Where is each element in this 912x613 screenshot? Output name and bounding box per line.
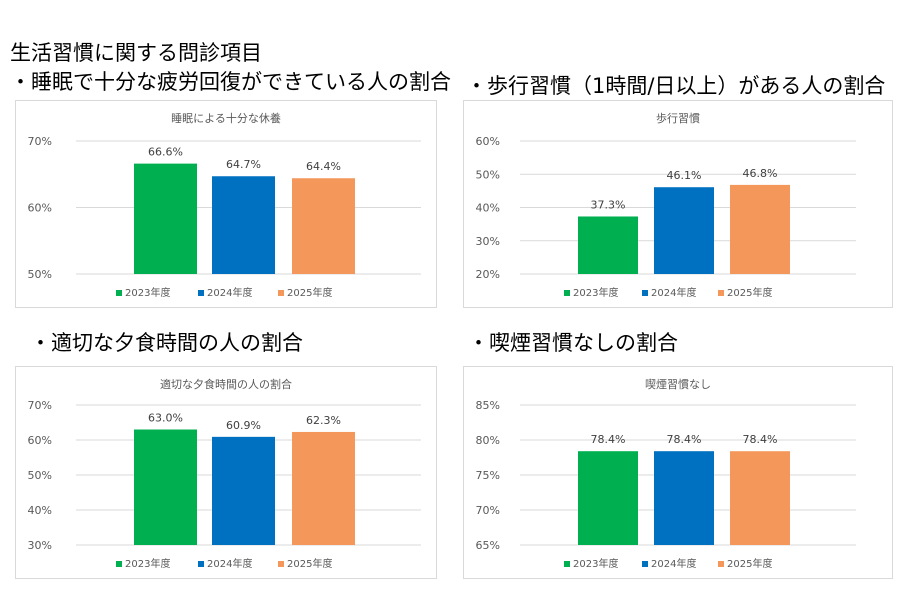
y-tick-label: 50% (28, 469, 52, 482)
bar-2025 (292, 178, 355, 274)
y-tick-label: 50% (476, 168, 500, 181)
chart-sleep: 睡眠による十分な休養 50% 60% 70% 66.6% 64.7% 64.4% 2023年度… (15, 100, 437, 308)
bar-2023 (134, 429, 197, 545)
bar-2023 (578, 216, 638, 274)
bar-2024 (212, 176, 275, 274)
legend-swatch (278, 561, 284, 567)
chart-svg: 喫煙習慣なし 65% 70% 75% 80% 85% 78.4% 78.4% 78.4% 2023… (476, 377, 856, 570)
data-label: 46.1% (667, 169, 702, 182)
data-label: 60.9% (226, 419, 261, 432)
y-tick-label: 60% (476, 135, 500, 148)
y-tick-label: 65% (476, 539, 500, 552)
legend-label: 2023年度 (573, 557, 618, 570)
legend-swatch (564, 561, 570, 567)
y-tick-label: 60% (28, 434, 52, 447)
y-tick-label: 70% (476, 504, 500, 517)
y-tick-label: 80% (476, 434, 500, 447)
data-label: 37.3% (591, 198, 626, 211)
legend-swatch (718, 561, 724, 567)
data-label: 66.6% (148, 146, 183, 159)
chart-svg: 歩行習慣 20% 30% 40% 50% 60% 37.3% 46.1% 46.8% 2023年度… (476, 111, 856, 299)
bar-2025 (292, 431, 355, 545)
legend-label: 2025年度 (727, 286, 772, 299)
chart-title: 歩行習慣 (656, 111, 700, 125)
y-tick-label: 85% (476, 399, 500, 412)
y-tick-label: 30% (28, 539, 52, 552)
data-label: 78.4% (667, 433, 702, 446)
legend-swatch (718, 290, 724, 296)
y-tick-label: 75% (476, 469, 500, 482)
legend-swatch (642, 561, 648, 567)
legend-label: 2024年度 (207, 557, 252, 570)
chart-svg: 睡眠による十分な休養 50% 60% 70% 66.6% 64.7% 64.4% 2023年度… (28, 111, 421, 299)
section-heading-smoke: ・喫煙習慣なしの割合 (468, 331, 678, 355)
data-label: 64.7% (226, 158, 261, 171)
y-tick-label: 40% (476, 202, 500, 215)
chart-svg: 適切な夕食時間の人の割合 30% 40% 50% 60% 70% 63.0% 60.9% 62.… (28, 377, 421, 570)
legend-label: 2025年度 (287, 557, 332, 570)
legend-label: 2023年度 (125, 286, 170, 299)
data-label: 63.0% (148, 412, 183, 425)
legend-swatch (116, 290, 122, 296)
legend-swatch (564, 290, 570, 296)
y-tick-label: 60% (28, 202, 52, 215)
y-tick-label: 20% (476, 268, 500, 281)
legend-swatch (278, 290, 284, 296)
legend-swatch (116, 561, 122, 567)
y-tick-label: 50% (28, 268, 52, 281)
bar-2024 (654, 187, 714, 274)
bar-2024 (212, 436, 275, 545)
legend-swatch (198, 561, 204, 567)
y-tick-label: 70% (28, 399, 52, 412)
bar-2025 (730, 184, 790, 274)
legend-label: 2025年度 (727, 557, 772, 570)
legend-label: 2024年度 (651, 286, 696, 299)
section-heading-sleep: ・睡眠で十分な疲労回復ができている人の割合 (10, 70, 451, 94)
chart-title: 適切な夕食時間の人の割合 (160, 377, 292, 391)
legend-label: 2024年度 (207, 286, 252, 299)
data-label: 46.8% (743, 167, 778, 180)
y-tick-label: 70% (28, 135, 52, 148)
chart-walk: 歩行習慣 20% 30% 40% 50% 60% 37.3% 46.1% 46.8% 2023年度… (463, 100, 893, 308)
data-label: 78.4% (743, 433, 778, 446)
chart-title: 喫煙習慣なし (645, 377, 711, 391)
page-title: 生活習慣に関する問診項目 (10, 41, 262, 65)
data-label: 64.4% (306, 160, 341, 173)
section-heading-walk: ・歩行習慣（1時間/日以上）がある人の割合 (466, 74, 886, 98)
legend-label: 2023年度 (125, 557, 170, 570)
y-tick-label: 30% (476, 235, 500, 248)
data-label: 78.4% (591, 433, 626, 446)
bar-2023 (134, 163, 197, 274)
legend-swatch (198, 290, 204, 296)
bar-2025 (730, 451, 790, 545)
section-heading-dinner: ・適切な夕食時間の人の割合 (30, 331, 303, 355)
data-label: 62.3% (306, 414, 341, 427)
legend-label: 2024年度 (651, 557, 696, 570)
bar-2024 (654, 451, 714, 545)
chart-title: 睡眠による十分な休養 (171, 111, 281, 125)
legend-label: 2025年度 (287, 286, 332, 299)
chart-dinner: 適切な夕食時間の人の割合 30% 40% 50% 60% 70% 63.0% 60.9% 62.… (15, 366, 437, 579)
legend-swatch (642, 290, 648, 296)
legend-label: 2023年度 (573, 286, 618, 299)
y-tick-label: 40% (28, 504, 52, 517)
bar-2023 (578, 451, 638, 545)
chart-smoke: 喫煙習慣なし 65% 70% 75% 80% 85% 78.4% 78.4% 78.4% 2023… (463, 366, 893, 579)
